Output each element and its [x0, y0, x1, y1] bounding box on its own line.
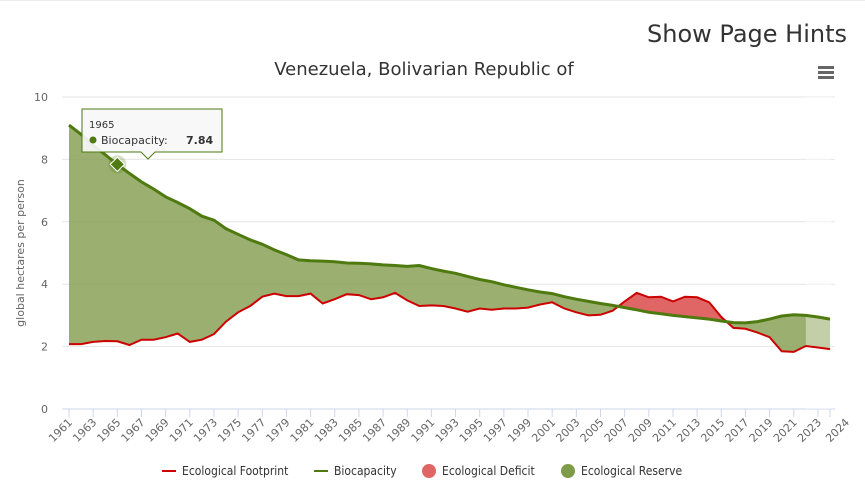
x-tick-label: 2009 — [626, 416, 655, 445]
x-tick-label: 1975 — [215, 416, 244, 445]
x-tick-label: 2023 — [795, 416, 824, 445]
top-divider — [0, 0, 865, 1]
legend-dot-symbol — [422, 464, 436, 478]
ecological-footprint-line — [69, 291, 831, 353]
chart-title: Venezuela, Bolivarian Republic of — [274, 59, 574, 80]
x-tick-label: 1991 — [409, 416, 438, 445]
legend-label: Biocapacity — [334, 464, 397, 478]
legend-item-ecological-footprint[interactable]: Ecological Footprint — [162, 464, 288, 478]
legend-label: Ecological Deficit — [442, 464, 535, 478]
x-tick-label: 1997 — [481, 416, 510, 445]
legend-label: Ecological Reserve — [581, 464, 682, 478]
x-tick-label: 2021 — [771, 416, 800, 445]
x-tick-label: 1979 — [264, 416, 293, 445]
x-tick-label: 2015 — [698, 416, 727, 445]
y-tick-label: 4 — [41, 278, 48, 291]
x-tick-label: 2024 — [823, 416, 852, 445]
x-tick-label: 1981 — [288, 416, 317, 445]
legend-item-biocapacity[interactable]: Biocapacity — [314, 464, 397, 478]
hamburger-menu-icon[interactable] — [818, 66, 834, 79]
tooltip-year: 1965 — [89, 120, 114, 131]
legend-line-symbol — [162, 470, 176, 472]
x-tick-label: 1989 — [384, 416, 413, 445]
x-tick-label: 1995 — [457, 416, 486, 445]
y-tick-label: 6 — [41, 216, 48, 229]
legend-line-symbol — [314, 470, 328, 472]
y-tick-label: 0 — [41, 403, 48, 416]
x-tick-label: 2005 — [578, 416, 607, 445]
x-tick-label: 2001 — [529, 416, 558, 445]
legend-dot-symbol — [561, 464, 575, 478]
x-tick-label: 2019 — [747, 416, 776, 445]
x-tick-label: 2003 — [553, 416, 582, 445]
y-axis-label: global hectares per person — [14, 179, 27, 327]
x-tick-label: 1961 — [46, 416, 75, 445]
x-tick-label: 2017 — [723, 416, 752, 445]
tooltip-series-dot — [89, 136, 97, 144]
x-tick-label: 2011 — [650, 416, 679, 445]
legend-item-ecological-deficit[interactable]: Ecological Deficit — [422, 464, 535, 478]
x-tick-label: 1985 — [336, 416, 365, 445]
x-tick-label: 1971 — [167, 416, 196, 445]
x-tick-label: 1973 — [191, 416, 220, 445]
biocapacity-line — [68, 123, 831, 325]
y-tick-label: 10 — [34, 91, 48, 104]
x-tick-label: 1977 — [239, 416, 268, 445]
legend-item-ecological-reserve[interactable]: Ecological Reserve — [561, 464, 682, 478]
x-tick-label: 2013 — [674, 416, 703, 445]
x-tick-label: 1983 — [312, 416, 341, 445]
tooltip-label: Biocapacity: — [101, 134, 168, 147]
x-tick-label: 1993 — [433, 416, 462, 445]
x-tick-label: 1967 — [119, 416, 148, 445]
legend-label: Ecological Footprint — [182, 464, 288, 478]
projection-overlay — [805, 97, 831, 409]
x-tick-label: 1987 — [360, 416, 389, 445]
x-tick-label: 1963 — [70, 416, 99, 445]
y-tick-label: 2 — [41, 341, 48, 354]
y-tick-label: 8 — [41, 153, 48, 166]
x-tick-label: 1999 — [505, 416, 534, 445]
x-tick-label: 1965 — [94, 416, 123, 445]
x-tick-label: 1969 — [143, 416, 172, 445]
tooltip-box — [81, 108, 223, 160]
x-tick-label: 2007 — [602, 416, 631, 445]
hover-marker — [109, 156, 126, 173]
show-page-hints-link[interactable]: Show Page Hints — [647, 20, 847, 48]
tooltip-value: 7.84 — [186, 134, 213, 147]
